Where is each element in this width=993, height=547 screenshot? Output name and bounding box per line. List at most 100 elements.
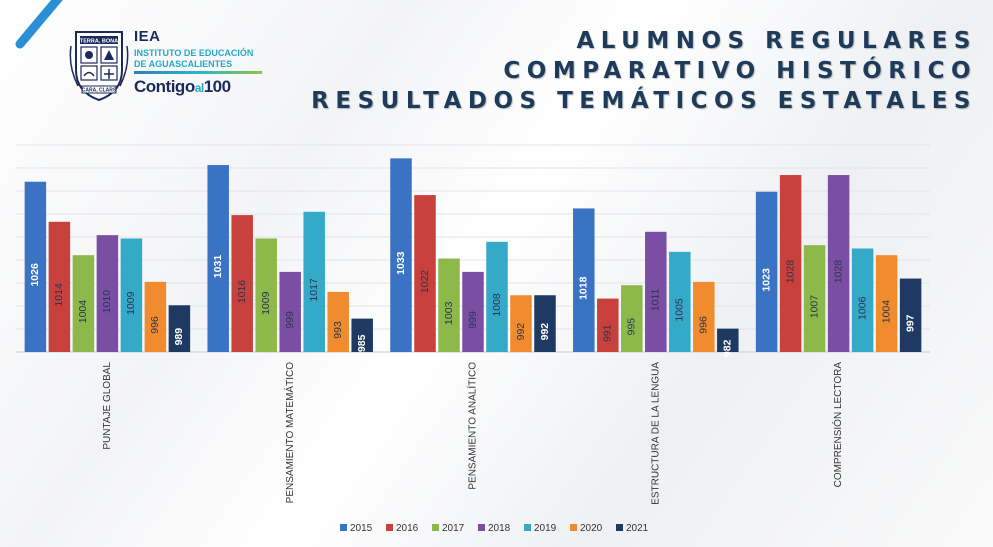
legend-label: 2016 xyxy=(396,523,419,534)
data-label: 1004 xyxy=(880,300,892,324)
data-label: 1014 xyxy=(53,283,65,307)
bar xyxy=(72,255,95,352)
bar xyxy=(390,158,412,352)
bar xyxy=(851,248,874,352)
data-label: 999 xyxy=(467,311,479,329)
bar xyxy=(597,298,619,352)
legend-swatch xyxy=(616,524,623,531)
logo-acronym: IEA xyxy=(134,28,161,45)
legend-swatch xyxy=(386,524,393,531)
bar xyxy=(755,191,778,352)
bar xyxy=(120,238,143,352)
bar xyxy=(255,238,277,352)
bar xyxy=(414,195,436,352)
logo-slogan: Contigoal100 xyxy=(134,77,231,97)
logo-line-1: INSTITUTO DE EDUCACIÓN xyxy=(134,48,254,58)
data-label: 1009 xyxy=(260,291,272,315)
bar xyxy=(279,271,301,352)
data-label: 1023 xyxy=(760,268,772,292)
page-title: ALUMNOS REGULARES COMPARATIVO HISTÓRICO … xyxy=(311,26,977,116)
data-label: 996 xyxy=(698,316,710,334)
data-label: 1018 xyxy=(578,276,590,300)
slogan-number: 100 xyxy=(203,77,231,96)
legend-swatch xyxy=(524,524,531,531)
legend-label: 2020 xyxy=(580,523,603,534)
data-label: 982 xyxy=(722,339,734,357)
legend-label: 2017 xyxy=(442,523,465,534)
data-label: 985 xyxy=(356,334,368,352)
data-label: 1010 xyxy=(101,290,113,314)
bar xyxy=(486,241,508,352)
legend-label: 2021 xyxy=(626,523,649,534)
legend-label: 2018 xyxy=(488,523,511,534)
data-label: 992 xyxy=(515,323,527,341)
bar xyxy=(351,318,373,352)
slogan-main: Contigo xyxy=(134,77,195,96)
logo-line-2: DE AGUASCALIENTES xyxy=(134,59,233,69)
bar xyxy=(438,258,460,352)
coat-of-arms-icon: TERRA, BONA CARA, CLARS xyxy=(69,31,129,102)
bar xyxy=(899,278,922,352)
data-label: 1028 xyxy=(832,260,844,284)
data-label: 996 xyxy=(149,316,161,334)
data-label: 997 xyxy=(904,314,916,332)
legend-swatch xyxy=(478,524,485,531)
logo-color-bar xyxy=(134,71,262,74)
slogan-small: al xyxy=(194,81,205,95)
data-label: 1033 xyxy=(395,251,407,275)
bar xyxy=(621,285,643,352)
legend-swatch xyxy=(340,524,347,531)
data-label: 991 xyxy=(602,324,614,342)
crest-motto-top: TERRA, BONA xyxy=(80,39,118,45)
data-label: 1008 xyxy=(491,293,503,317)
bar xyxy=(827,175,850,352)
bar xyxy=(693,281,715,352)
bar xyxy=(144,281,167,352)
bar xyxy=(717,328,739,352)
data-label: 999 xyxy=(284,311,296,329)
data-label: 1006 xyxy=(856,296,868,320)
bar xyxy=(207,165,229,352)
data-label: 992 xyxy=(539,323,551,341)
category-label: PUNTAJE GLOBAL xyxy=(102,362,113,450)
bar xyxy=(803,245,826,352)
data-label: 1003 xyxy=(443,301,455,325)
iea-logo: TERRA, BONA CARA, CLARS IEA INSTITUTO DE… xyxy=(68,26,268,106)
data-label: 1031 xyxy=(212,255,224,279)
title-line-2: COMPARATIVO HISTÓRICO xyxy=(503,58,977,84)
category-label: COMPRENSIÓN LECTORA xyxy=(831,362,844,488)
decorative-slash xyxy=(15,0,63,49)
bar xyxy=(669,251,691,352)
data-label: 1016 xyxy=(236,280,248,304)
bar xyxy=(645,231,667,352)
title-line-1: ALUMNOS REGULARES xyxy=(576,28,977,54)
bar xyxy=(534,295,556,352)
data-label: 995 xyxy=(626,318,638,336)
data-label: 1011 xyxy=(650,288,662,311)
bar xyxy=(303,211,325,352)
category-label: PENSAMIENTO MATEMÁTICO xyxy=(283,362,296,504)
data-label: 1028 xyxy=(784,260,796,284)
data-label: 1009 xyxy=(125,291,137,315)
legend-label: 2019 xyxy=(534,523,557,534)
legend-swatch xyxy=(570,524,577,531)
bar xyxy=(168,305,191,352)
bar xyxy=(327,291,349,352)
data-label: 1026 xyxy=(29,263,41,287)
bar xyxy=(779,175,802,352)
bar xyxy=(24,181,47,352)
title-line-3: RESULTADOS TEMÁTICOS ESTATALES xyxy=(311,88,977,114)
data-label: 1007 xyxy=(808,295,820,319)
bar xyxy=(462,271,484,352)
data-label: 989 xyxy=(173,328,185,346)
category-label: PENSAMIENTO ANALÍTICO xyxy=(466,362,479,490)
bar xyxy=(96,235,119,352)
legend-label: 2015 xyxy=(350,523,373,534)
data-label: 1005 xyxy=(674,298,686,322)
bar xyxy=(875,255,898,352)
data-label: 993 xyxy=(332,321,344,339)
bar xyxy=(231,215,253,352)
data-label: 1017 xyxy=(308,278,320,302)
bar xyxy=(573,208,595,352)
data-label: 1004 xyxy=(77,300,89,324)
